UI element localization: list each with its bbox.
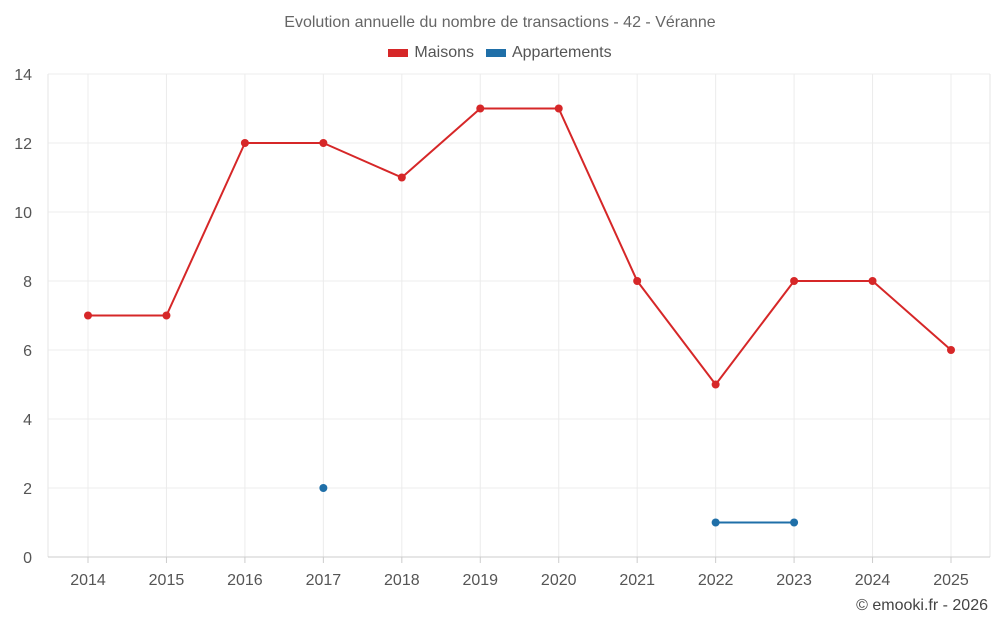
- data-point-maisons: [319, 139, 328, 147]
- data-point-maisons: [947, 346, 955, 354]
- data-point-appartements: [790, 518, 799, 527]
- data-point-maisons: [554, 104, 563, 113]
- legend-label-appartements: Appartements: [511, 44, 612, 61]
- x-tick-label: 2019: [462, 572, 498, 589]
- data-point-maisons: [240, 139, 249, 147]
- data-point-maisons: [476, 104, 485, 113]
- legend-label-maisons: Maisons: [414, 44, 474, 61]
- x-tick-label: 2021: [619, 572, 655, 589]
- legend-swatch-appartements: [485, 49, 506, 57]
- y-tick-label: 12: [14, 136, 32, 153]
- chart-title: Evolution annuelle du nombre de transact…: [284, 14, 716, 31]
- y-tick-label: 6: [23, 343, 32, 360]
- data-point-appartements: [711, 518, 720, 527]
- x-tick-label: 2017: [306, 572, 342, 589]
- legend-item-appartements[interactable]: Appartements: [485, 44, 612, 62]
- series-line-maisons: [88, 107, 952, 386]
- y-tick-label: 4: [23, 412, 32, 429]
- data-point-maisons: [633, 277, 642, 285]
- y-tick-label: 0: [23, 550, 32, 567]
- x-tick-label: 2018: [384, 572, 420, 589]
- data-point-maisons: [868, 277, 877, 285]
- y-tick-label: 8: [23, 274, 32, 291]
- data-point-maisons: [84, 311, 92, 320]
- x-tick-label: 2014: [70, 572, 106, 589]
- legend: Maisons Appartements: [0, 44, 1000, 62]
- data-point-maisons: [162, 311, 171, 320]
- copyright-text: © emooki.fr - 2026: [856, 597, 988, 614]
- legend-item-maisons[interactable]: Maisons: [388, 44, 474, 62]
- data-point-appartements: [319, 484, 328, 492]
- x-tick-label: 2024: [855, 572, 891, 589]
- y-tick-label: 2: [23, 481, 32, 498]
- x-tick-label: 2025: [933, 572, 969, 589]
- data-point-maisons: [711, 380, 720, 389]
- x-tick-label: 2023: [776, 572, 812, 589]
- y-tick-label: 14: [14, 67, 32, 84]
- x-tick-label: 2016: [227, 572, 263, 589]
- x-tick-label: 2022: [698, 572, 734, 589]
- legend-swatch-maisons: [388, 49, 409, 57]
- y-tick-label: 10: [14, 205, 32, 222]
- data-point-maisons: [397, 173, 406, 182]
- x-tick-label: 2015: [149, 572, 185, 589]
- data-point-maisons: [790, 277, 799, 285]
- x-tick-label: 2020: [541, 572, 577, 589]
